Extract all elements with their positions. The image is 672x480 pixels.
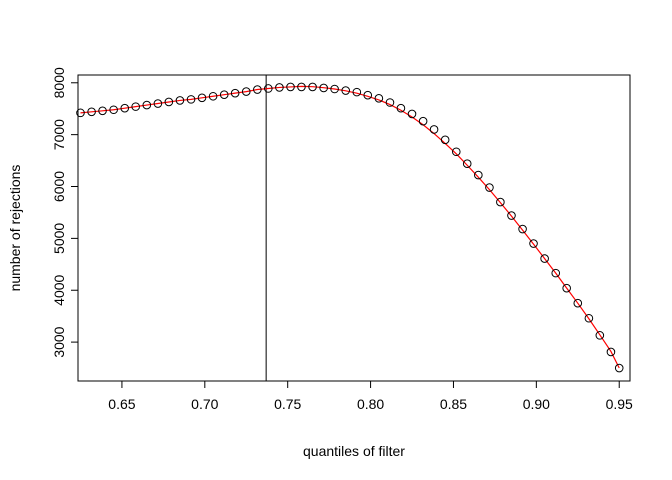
- data-point: [98, 106, 107, 116]
- data-point: [606, 347, 616, 357]
- data-point: [474, 170, 483, 180]
- x-tick-label: 0.65: [108, 396, 135, 412]
- data-point: [496, 197, 505, 207]
- plot-frame: [77, 74, 631, 382]
- data-point: [208, 91, 218, 101]
- data-point: [614, 363, 624, 373]
- y-tick-label: 8000: [51, 67, 67, 98]
- x-tick-label: 0.85: [440, 396, 467, 412]
- data-point: [462, 159, 472, 168]
- data-point: [186, 95, 196, 104]
- data-point: [253, 85, 262, 94]
- data-point: [87, 107, 96, 117]
- data-point: [142, 100, 152, 110]
- data-point: [551, 268, 561, 278]
- data-point: [529, 239, 538, 248]
- data-point: [540, 254, 549, 263]
- data-point: [595, 331, 605, 340]
- y-tick-label: 3000: [51, 326, 67, 357]
- data-point: [485, 183, 494, 192]
- data-point: [175, 96, 185, 105]
- data-point: [440, 135, 450, 145]
- data-point: [385, 98, 395, 107]
- data-point: [197, 93, 207, 103]
- data-points: [76, 82, 624, 373]
- y-tick-label: 7000: [51, 119, 67, 150]
- data-point: [263, 84, 273, 93]
- y-tick-label: 5000: [51, 223, 67, 254]
- data-point: [153, 99, 163, 108]
- x-tick-label: 0.90: [523, 396, 550, 412]
- y-tick-label: 6000: [51, 171, 67, 202]
- data-point: [109, 105, 118, 115]
- data-point: [507, 211, 516, 220]
- fit-line: [80, 85, 620, 369]
- data-point: [451, 147, 461, 157]
- data-point: [230, 88, 240, 98]
- data-point: [131, 102, 140, 111]
- data-point: [308, 82, 317, 92]
- y-axis-title: number of rejections: [7, 165, 23, 292]
- x-tick-label: 0.75: [274, 396, 301, 412]
- data-point: [76, 108, 85, 118]
- x-tick-label: 0.80: [357, 396, 384, 412]
- data-point: [518, 224, 527, 234]
- data-point: [164, 97, 174, 107]
- data-point: [352, 87, 362, 97]
- data-point: [418, 116, 428, 126]
- x-tick-label: 0.95: [606, 396, 633, 412]
- data-point: [407, 109, 417, 119]
- data-point: [429, 125, 439, 134]
- data-point: [341, 86, 351, 95]
- data-point: [241, 87, 251, 96]
- data-point: [396, 103, 406, 113]
- data-point: [573, 298, 583, 308]
- data-point: [584, 313, 594, 323]
- x-axis-title: quantiles of filter: [303, 443, 405, 459]
- data-point: [286, 82, 295, 92]
- data-point: [374, 94, 384, 103]
- data-point: [319, 83, 328, 93]
- x-axis: 0.65 0.70 0.75 0.80 0.85 0.90 0.95: [108, 380, 633, 412]
- data-point: [330, 84, 339, 94]
- data-point: [275, 83, 284, 92]
- y-axis: 3000 4000 5000 6000 7000 8000: [51, 67, 79, 358]
- y-tick-label: 4000: [51, 274, 67, 305]
- data-point: [120, 103, 130, 113]
- data-point: [297, 82, 306, 92]
- data-point: [562, 283, 571, 293]
- data-point: [363, 90, 373, 100]
- x-tick-label: 0.70: [191, 396, 218, 412]
- data-point: [219, 90, 229, 100]
